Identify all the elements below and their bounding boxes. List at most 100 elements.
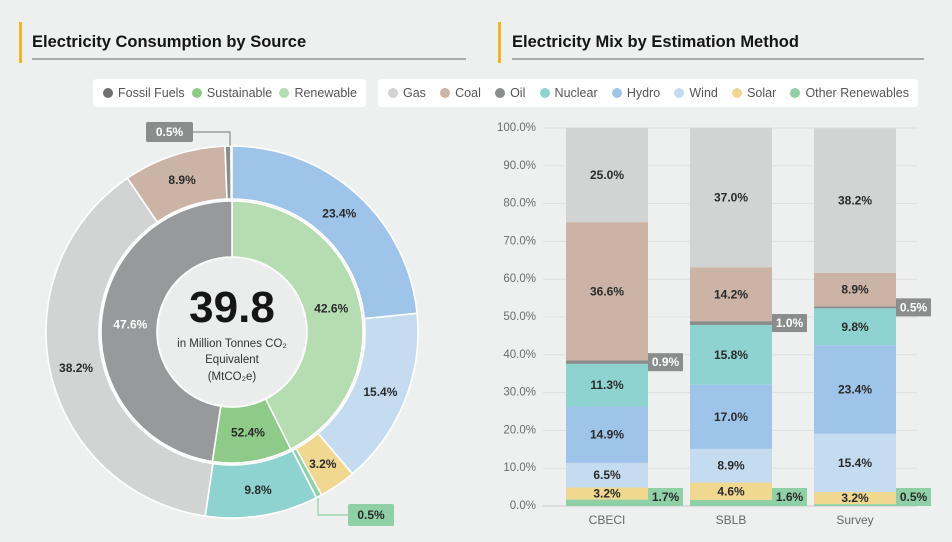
donut-slice-inner-renewable bbox=[231, 200, 364, 451]
bar-segment-cbeci-solar bbox=[566, 487, 648, 500]
bar-callout-label-sblb-other-renewables: 1.6% bbox=[776, 490, 804, 504]
bar-segment-cbeci-coal bbox=[566, 222, 648, 361]
bar-segment-survey-other-renewables bbox=[814, 504, 896, 506]
legend-item-hydro: Hydro bbox=[611, 86, 661, 100]
donut-slices bbox=[45, 145, 419, 519]
bar-segment-sblb-hydro bbox=[690, 384, 772, 449]
bar-segment-sblb-oil bbox=[690, 321, 772, 325]
bar-callout-box-survey-other-renewables bbox=[896, 488, 931, 506]
legend-label: Other Renewables bbox=[805, 86, 909, 100]
bar-callout-box-sblb-oil bbox=[772, 314, 807, 333]
legend-label: Nuclear bbox=[554, 86, 598, 100]
donut-label-sustainable: 52.4% bbox=[231, 426, 265, 440]
legend-dot-icon bbox=[539, 88, 550, 98]
y-tick-label: 100.0% bbox=[497, 122, 536, 134]
bar-label-sblb-gas: 37.0% bbox=[714, 191, 748, 205]
y-tick-label: 50.0% bbox=[503, 311, 536, 323]
donut-label-coal: 8.9% bbox=[168, 173, 196, 187]
y-tick-label: 90.0% bbox=[503, 160, 536, 172]
other-renewables-callout-connector bbox=[317, 498, 348, 516]
legend-item-sustainable: Sustainable bbox=[191, 86, 272, 100]
bar-label-cbeci-solar: 3.2% bbox=[593, 487, 621, 501]
y-tick-label: 60.0% bbox=[503, 273, 536, 285]
bar-segments bbox=[566, 127, 896, 506]
bar-callout-box-survey-oil bbox=[896, 298, 931, 317]
donut-slice-outer-gas bbox=[45, 177, 214, 517]
legend-dot-icon bbox=[732, 88, 743, 98]
donut-label-nuclear: 9.8% bbox=[244, 483, 272, 497]
bar-segment-sblb-gas bbox=[690, 127, 772, 268]
left-title-underline bbox=[32, 58, 466, 60]
donut-center-unit-line: (MtCO₂e) bbox=[208, 371, 257, 383]
legend-label: Coal bbox=[455, 86, 481, 100]
donut-chart: 39.8 in Million Tonnes CO₂ Equivalent (M… bbox=[45, 122, 419, 526]
bar-callout-label-cbeci-other-renewables: 1.7% bbox=[652, 490, 680, 504]
bar-label-survey-coal: 8.9% bbox=[841, 283, 869, 297]
bar-label-cbeci-wind: 6.5% bbox=[593, 468, 621, 482]
bar-segment-survey-gas bbox=[814, 128, 896, 273]
legend-dot-icon bbox=[279, 88, 290, 98]
x-category-label-cbeci: CBECI bbox=[589, 513, 626, 527]
legend-item-coal: Coal bbox=[440, 86, 481, 100]
bar-label-sblb-hydro: 17.0% bbox=[714, 410, 748, 424]
legend-label: Hydro bbox=[626, 86, 661, 100]
x-category-label-sblb: SBLB bbox=[716, 513, 747, 527]
bar-label-survey-nuclear: 9.8% bbox=[841, 320, 869, 334]
donut-label-gas: 38.2% bbox=[59, 361, 93, 375]
bar-labels: 1.7% 3.2% 6.5% 14.9% 11.3% 0.9% 36.6% 25.0% CBEC… bbox=[589, 168, 931, 527]
bar-label-sblb-wind: 8.9% bbox=[717, 459, 745, 473]
bar-segment-survey-solar bbox=[814, 492, 896, 505]
bar-callout-label-sblb-oil: 1.0% bbox=[776, 316, 804, 330]
legend-dot-icon bbox=[103, 88, 113, 98]
legend-item-fossil-fuels: Fossil Fuels bbox=[103, 86, 185, 100]
y-tick-label: 80.0% bbox=[503, 198, 536, 210]
donut-center-value: 39.8 bbox=[189, 283, 275, 332]
oil-callout-connector bbox=[193, 131, 231, 146]
donut-label-wind: 15.4% bbox=[363, 385, 397, 399]
donut-legend: Fossil Fuels Sustainable Renewable bbox=[93, 79, 366, 107]
legend-label: Renewable bbox=[294, 86, 357, 100]
stacked-bar-chart: 0.0% 10.0% 20.0% 30.0% 40.0% 50.0% 60.0% 70.0% 8… bbox=[497, 122, 931, 527]
bar-segment-survey-nuclear bbox=[814, 308, 896, 346]
bar-segment-cbeci-gas bbox=[566, 127, 648, 223]
y-tick-label: 0.0% bbox=[510, 500, 536, 512]
legend-item-wind: Wind bbox=[674, 86, 718, 100]
bar-segment-survey-hydro bbox=[814, 345, 896, 434]
bar-segment-sblb-nuclear bbox=[690, 324, 772, 385]
bar-callout-box-cbeci-oil bbox=[648, 353, 683, 372]
y-tick-label: 70.0% bbox=[503, 235, 536, 247]
legend-label: Oil bbox=[510, 86, 526, 100]
bar-segment-cbeci-other-renewables bbox=[566, 499, 648, 506]
other-renewables-callout-box bbox=[348, 504, 394, 526]
bar-label-sblb-coal: 14.2% bbox=[714, 287, 748, 301]
donut-slice-inner-fossil-fuels bbox=[100, 200, 233, 463]
bar-segment-sblb-coal bbox=[690, 267, 772, 322]
bar-label-cbeci-gas: 25.0% bbox=[590, 168, 624, 182]
bar-segment-survey-wind bbox=[814, 433, 896, 493]
bar-label-cbeci-hydro: 14.9% bbox=[590, 428, 624, 442]
donut-center-circle bbox=[159, 259, 305, 405]
legend-dot-icon bbox=[388, 88, 398, 98]
bar-segment-sblb-wind bbox=[690, 448, 772, 483]
legend-item-gas: Gas bbox=[388, 86, 426, 100]
bar-segment-cbeci-oil bbox=[566, 360, 648, 364]
donut-label-hydro: 23.4% bbox=[322, 206, 356, 220]
oil-callout-box bbox=[146, 122, 193, 142]
right-panel-title: Electricity Mix by Estimation Method bbox=[512, 33, 799, 51]
legend-item-solar: Solar bbox=[732, 86, 776, 100]
legend-dot-icon bbox=[674, 88, 685, 98]
bar-callout-box-sblb-other-renewables bbox=[772, 488, 807, 506]
y-tick-label: 10.0% bbox=[503, 462, 536, 474]
donut-slice-outer-oil bbox=[224, 145, 232, 200]
y-tick-label: 20.0% bbox=[503, 424, 536, 436]
bar-legend: Gas Coal Oil Nuclear Hydro Wind Solar Ot… bbox=[378, 79, 918, 107]
bar-segment-sblb-solar bbox=[690, 482, 772, 500]
bar-label-survey-gas: 38.2% bbox=[838, 194, 872, 208]
bar-segment-sblb-other-renewables bbox=[690, 499, 772, 506]
y-tick-label: 40.0% bbox=[503, 349, 536, 361]
bar-callout-label-survey-other-renewables: 0.5% bbox=[900, 490, 928, 504]
donut-label-solar: 3.2% bbox=[309, 457, 337, 471]
legend-dot-icon bbox=[611, 88, 622, 98]
legend-dot-icon bbox=[440, 88, 451, 98]
